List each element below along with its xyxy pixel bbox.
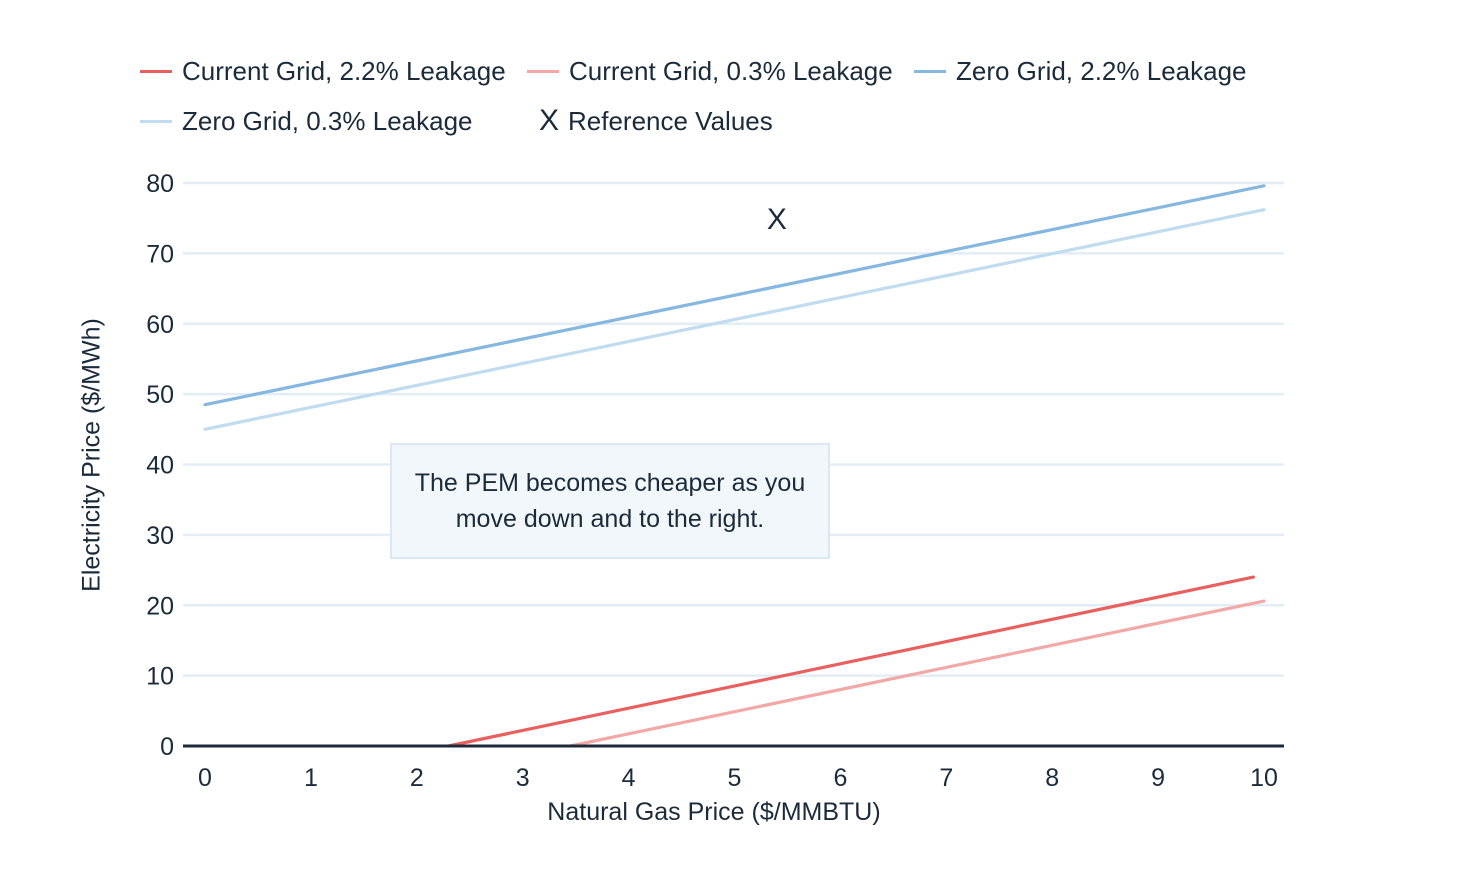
gridlines	[183, 181, 1284, 677]
annotation-box: The PEM becomes cheaper as you move down…	[390, 443, 830, 559]
legend-label: Current Grid, 0.3% Leakage	[569, 55, 893, 86]
x-tick-label-1: 1	[304, 764, 318, 792]
legend-label: Reference Values	[568, 105, 773, 136]
legend-swatch	[140, 119, 172, 123]
y-axis-label: Electricity Price ($/MWh)	[77, 318, 106, 592]
x-tick-label-0: 0	[198, 764, 212, 792]
legend-swatch	[527, 69, 559, 73]
y-tick-label-70: 70	[146, 240, 174, 268]
y-tick-label-60: 60	[146, 311, 174, 339]
annotation-text: The PEM becomes cheaper as you move down…	[414, 469, 806, 533]
legend: Current Grid, 2.2% Leakage Current Grid,…	[0, 0, 1480, 150]
y-tick-label-0: 0	[160, 733, 174, 761]
x-tick-label-2: 2	[410, 764, 424, 792]
y-tick-label-10: 10	[146, 663, 174, 691]
x-tick-label-7: 7	[939, 764, 953, 792]
legend-item-current-grid-2-2: Current Grid, 2.2% Leakage	[140, 56, 506, 86]
series-line-0	[446, 575, 1256, 748]
series-lines	[203, 184, 1266, 748]
series-line-1	[568, 599, 1266, 748]
x-tick-label-9: 9	[1151, 764, 1165, 792]
x-tick-label-6: 6	[833, 764, 847, 792]
x-tick-label-3: 3	[516, 764, 530, 792]
series-line-3	[203, 208, 1266, 431]
x-tick-label-4: 4	[622, 764, 636, 792]
x-tick-labels: 0 1 2 3 4 5 6 7 8 9 10	[198, 764, 1278, 792]
x-tick-label-8: 8	[1045, 764, 1059, 792]
legend-label: Zero Grid, 2.2% Leakage	[956, 55, 1247, 86]
reference-markers: X	[767, 203, 787, 236]
reference-marker-icon: X	[538, 104, 559, 137]
legend-swatch	[140, 69, 172, 73]
legend-item-current-grid-0-3: Current Grid, 0.3% Leakage	[527, 56, 893, 86]
y-tick-label-20: 20	[146, 592, 174, 620]
reference-marker: X	[767, 203, 787, 236]
legend-label: Current Grid, 2.2% Leakage	[182, 55, 506, 86]
legend-item-zero-grid-0-3: Zero Grid, 0.3% Leakage	[140, 106, 473, 136]
y-tick-label-30: 30	[146, 522, 174, 550]
x-tick-label-10: 10	[1250, 764, 1278, 792]
legend-swatch	[914, 69, 946, 73]
legend-label: Zero Grid, 0.3% Leakage	[182, 105, 473, 136]
y-tick-label-80: 80	[146, 170, 174, 198]
legend-item-reference-values: X Reference Values	[538, 106, 773, 136]
y-tick-label-50: 50	[146, 381, 174, 409]
y-tick-label-40: 40	[146, 452, 174, 480]
y-tick-labels: 0 10 20 30 40 50 60 70 80	[146, 170, 174, 761]
legend-item-zero-grid-2-2: Zero Grid, 2.2% Leakage	[914, 56, 1247, 86]
series-line-2	[203, 184, 1266, 407]
x-tick-label-5: 5	[728, 764, 742, 792]
x-axis-label: Natural Gas Price ($/MMBTU)	[547, 798, 881, 826]
